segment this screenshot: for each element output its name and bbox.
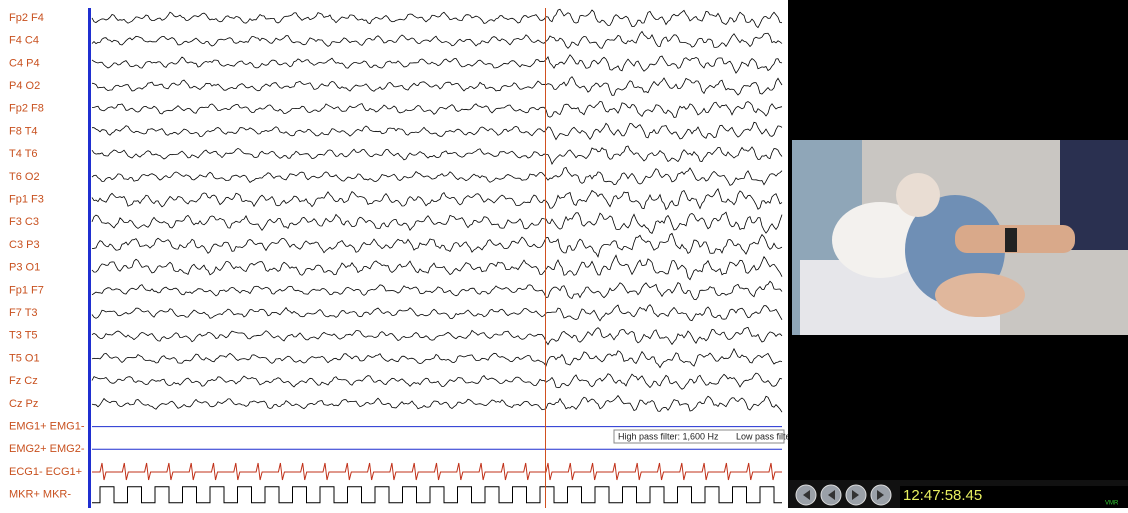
channel-label: P3 O1 <box>9 262 40 274</box>
channel-label: ECG1- ECG1+ <box>9 466 82 478</box>
channel-label: Fp2 F8 <box>9 103 44 115</box>
channel-label: Fz Cz <box>9 375 38 387</box>
channel-label: F8 T4 <box>9 125 38 137</box>
channel-label: Fp1 F7 <box>9 284 44 296</box>
page: Fp2 F4 F4 C4 C4 P4 P4 O2 Fp2 F8 F8 T4 T4 T6 T6 … <box>0 0 1128 508</box>
low-pass-label: Low pass filter: <box>736 431 796 441</box>
video-frame <box>792 140 1128 335</box>
timestamp: 12:47:58.45 <box>903 487 982 504</box>
channel-label: Fp2 F4 <box>9 12 44 24</box>
channel-label: Cz Pz <box>9 398 38 410</box>
channel-label: F3 C3 <box>9 216 39 228</box>
channel-label: F4 C4 <box>9 35 39 47</box>
channel-label: T5 O1 <box>9 352 40 364</box>
channel-label: T4 T6 <box>9 148 38 160</box>
high-pass-label: High pass filter: 1,600 Hz <box>618 431 719 441</box>
channel-label: T6 O2 <box>9 171 40 183</box>
logo: VMR <box>1105 501 1119 507</box>
channel-label: EMG1+ EMG1- <box>9 421 85 433</box>
channel-label: F7 T3 <box>9 307 38 319</box>
eeg-viewer: Fp2 F4 F4 C4 C4 P4 P4 O2 Fp2 F8 F8 T4 T4 T6 T6 … <box>0 0 1128 508</box>
channel-label: EMG2+ EMG2- <box>9 443 85 455</box>
channel-label: C4 P4 <box>9 57 40 69</box>
channel-label: MKR+ MKR- <box>9 489 71 501</box>
channel-label: C3 P3 <box>9 239 40 251</box>
channel-label: Fp1 F3 <box>9 194 44 206</box>
channel-label: P4 O2 <box>9 80 40 92</box>
channel-label: T3 T5 <box>9 330 38 342</box>
